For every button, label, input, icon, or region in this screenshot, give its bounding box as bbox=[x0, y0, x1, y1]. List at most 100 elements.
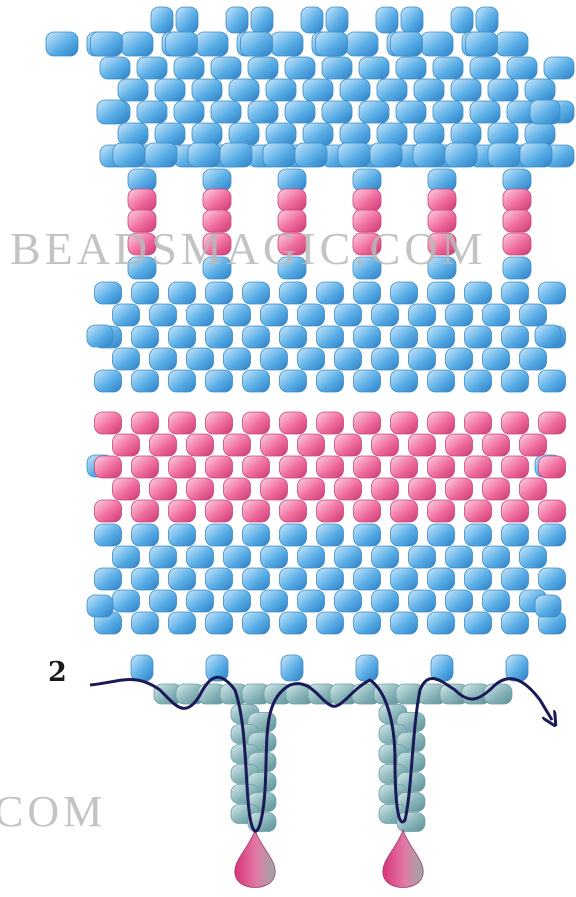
blue-seed-bead bbox=[144, 142, 178, 168]
pink-seed-bead bbox=[279, 411, 307, 435]
blue-seed-bead bbox=[395, 100, 427, 124]
blue-seed-bead bbox=[408, 347, 436, 371]
pink-seed-bead bbox=[464, 499, 492, 523]
pink-seed-bead bbox=[205, 411, 233, 435]
blue-seed-bead bbox=[450, 122, 482, 146]
blue-seed-bead bbox=[408, 545, 436, 569]
pink-seed-bead bbox=[353, 455, 381, 479]
teal-seed-bead bbox=[396, 812, 426, 832]
blue-seed-bead bbox=[130, 654, 154, 682]
blue-seed-bead bbox=[413, 122, 445, 146]
blue-seed-bead bbox=[168, 369, 196, 393]
pink-seed-bead bbox=[464, 455, 492, 479]
blue-seed-bead bbox=[427, 369, 455, 393]
blue-seed-bead bbox=[94, 369, 122, 393]
blue-seed-bead bbox=[191, 122, 223, 146]
blue-seed-bead bbox=[316, 611, 344, 635]
thread-path bbox=[89, 676, 552, 833]
blue-seed-bead bbox=[538, 523, 566, 547]
teal-seed-bead bbox=[483, 683, 513, 705]
blue-seed-bead bbox=[390, 523, 418, 547]
blue-seed-bead bbox=[390, 369, 418, 393]
blue-seed-bead bbox=[173, 56, 205, 80]
pink-seed-bead bbox=[202, 188, 232, 212]
blue-seed-bead bbox=[464, 281, 492, 305]
pink-seed-bead bbox=[205, 455, 233, 479]
blue-seed-bead bbox=[334, 347, 362, 371]
pink-seed-bead bbox=[260, 433, 288, 457]
blue-seed-bead bbox=[186, 589, 214, 613]
pink-seed-bead bbox=[112, 433, 140, 457]
blue-seed-bead bbox=[353, 523, 381, 547]
blue-seed-bead bbox=[501, 523, 529, 547]
blue-bead-layer bbox=[45, 6, 575, 682]
blue-seed-bead bbox=[502, 168, 532, 192]
blue-seed-bead bbox=[112, 347, 140, 371]
blue-seed-bead bbox=[265, 122, 297, 146]
blue-seed-bead bbox=[464, 567, 492, 591]
blue-seed-bead bbox=[325, 6, 349, 34]
blue-seed-bead bbox=[136, 100, 168, 124]
pink-bead-layer bbox=[94, 188, 566, 523]
blue-seed-bead bbox=[99, 56, 131, 80]
blue-seed-bead bbox=[112, 303, 140, 327]
blue-seed-bead bbox=[450, 78, 482, 102]
pink-seed-bead bbox=[223, 433, 251, 457]
blue-seed-bead bbox=[284, 100, 316, 124]
blue-seed-bead bbox=[210, 56, 242, 80]
blue-seed-bead bbox=[228, 78, 260, 102]
blue-seed-bead bbox=[279, 523, 307, 547]
blue-seed-bead bbox=[186, 303, 214, 327]
drop-bead-layer bbox=[234, 828, 424, 888]
blue-seed-bead bbox=[538, 567, 566, 591]
blue-seed-bead bbox=[131, 523, 159, 547]
blue-seed-bead bbox=[505, 654, 529, 682]
pink-seed-bead bbox=[277, 232, 307, 256]
blue-seed-bead bbox=[191, 78, 223, 102]
pink-seed-bead bbox=[353, 499, 381, 523]
blue-seed-bead bbox=[321, 100, 353, 124]
blue-seed-bead bbox=[487, 142, 521, 168]
blue-seed-bead bbox=[420, 31, 454, 57]
blue-seed-bead bbox=[94, 567, 122, 591]
blue-seed-bead bbox=[371, 303, 399, 327]
blue-seed-bead bbox=[538, 369, 566, 393]
pink-seed-bead bbox=[390, 455, 418, 479]
blue-seed-bead bbox=[353, 369, 381, 393]
blue-seed-bead bbox=[390, 325, 418, 349]
pink-seed-bead bbox=[316, 455, 344, 479]
blue-seed-bead bbox=[223, 545, 251, 569]
blue-seed-bead bbox=[339, 122, 371, 146]
blue-seed-bead bbox=[464, 325, 492, 349]
pink-seed-bead bbox=[464, 411, 492, 435]
blue-seed-bead bbox=[300, 6, 324, 34]
blue-seed-bead bbox=[223, 347, 251, 371]
blue-seed-bead bbox=[506, 56, 538, 80]
pink-seed-bead bbox=[353, 411, 381, 435]
blue-seed-bead bbox=[316, 523, 344, 547]
blue-seed-bead bbox=[464, 523, 492, 547]
blue-seed-bead bbox=[321, 56, 353, 80]
blue-seed-bead bbox=[136, 56, 168, 80]
pink-seed-bead bbox=[427, 411, 455, 435]
blue-seed-bead bbox=[352, 168, 382, 192]
blue-seed-bead bbox=[277, 168, 307, 192]
pink-seed-bead bbox=[279, 499, 307, 523]
pink-seed-bead bbox=[131, 499, 159, 523]
blue-seed-bead bbox=[444, 142, 478, 168]
blue-seed-bead bbox=[94, 523, 122, 547]
blue-seed-bead bbox=[223, 303, 251, 327]
blue-seed-bead bbox=[487, 78, 519, 102]
blue-seed-bead bbox=[297, 303, 325, 327]
pink-seed-bead bbox=[371, 477, 399, 501]
blue-seed-bead bbox=[390, 611, 418, 635]
blue-seed-bead bbox=[149, 303, 177, 327]
pink-seed-bead bbox=[334, 433, 362, 457]
blue-seed-bead bbox=[302, 122, 334, 146]
blue-seed-bead bbox=[339, 78, 371, 102]
blue-seed-bead bbox=[131, 281, 159, 305]
blue-seed-bead bbox=[469, 100, 501, 124]
blue-seed-bead bbox=[445, 545, 473, 569]
pink-seed-bead bbox=[242, 499, 270, 523]
blue-seed-bead bbox=[445, 303, 473, 327]
